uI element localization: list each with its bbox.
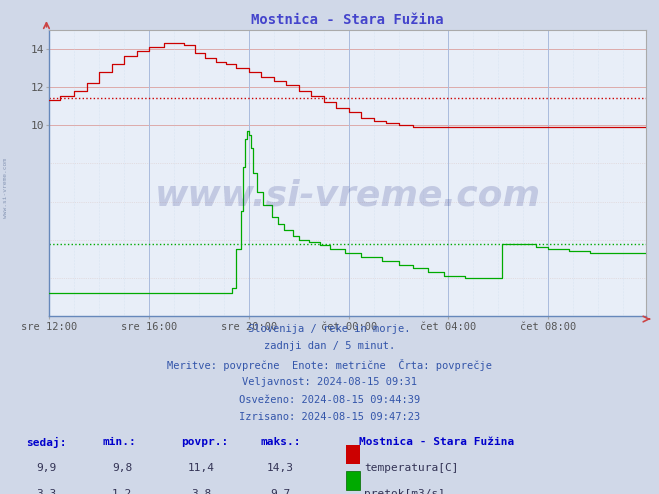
Text: 14,3: 14,3 [267,463,293,473]
Title: Mostnica - Stara Fužina: Mostnica - Stara Fužina [251,13,444,27]
Text: Meritve: povprečne  Enote: metrične  Črta: povprečje: Meritve: povprečne Enote: metrične Črta:… [167,359,492,371]
Text: www.si-vreme.com: www.si-vreme.com [155,179,540,213]
Text: 3,3: 3,3 [36,489,56,494]
Text: maks.:: maks.: [260,437,301,447]
Text: Izrisano: 2024-08-15 09:47:23: Izrisano: 2024-08-15 09:47:23 [239,412,420,422]
Text: temperatura[C]: temperatura[C] [364,463,459,473]
Text: zadnji dan / 5 minut.: zadnji dan / 5 minut. [264,341,395,351]
Text: www.si-vreme.com: www.si-vreme.com [3,158,8,218]
Text: 9,9: 9,9 [36,463,56,473]
Text: pretok[m3/s]: pretok[m3/s] [364,489,445,494]
Text: sedaj:: sedaj: [26,437,67,448]
Text: povpr.:: povpr.: [181,437,229,447]
Text: 11,4: 11,4 [188,463,214,473]
Text: 1,2: 1,2 [112,489,132,494]
Text: 9,8: 9,8 [112,463,132,473]
Text: Veljavnost: 2024-08-15 09:31: Veljavnost: 2024-08-15 09:31 [242,377,417,387]
Text: 3,8: 3,8 [191,489,211,494]
Text: 9,7: 9,7 [270,489,290,494]
Text: min.:: min.: [102,437,136,447]
Text: Slovenija / reke in morje.: Slovenija / reke in morje. [248,324,411,333]
Text: Osveženo: 2024-08-15 09:44:39: Osveženo: 2024-08-15 09:44:39 [239,395,420,405]
Text: Mostnica - Stara Fužina: Mostnica - Stara Fužina [359,437,515,447]
